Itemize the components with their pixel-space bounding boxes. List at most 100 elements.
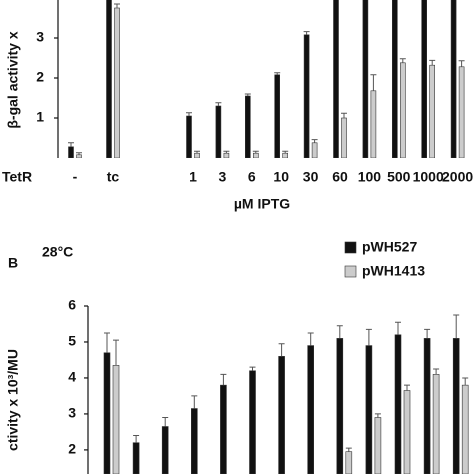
y-tick-label: 2 xyxy=(36,69,44,85)
bar xyxy=(191,408,198,474)
bar xyxy=(452,338,460,474)
error-bar xyxy=(336,325,343,339)
x-tick-label: 30 xyxy=(303,169,319,185)
error-bar xyxy=(462,377,469,386)
plot-area xyxy=(103,314,469,474)
error-bar xyxy=(133,435,140,443)
error-bar xyxy=(424,328,431,339)
legend-label: pWH527 xyxy=(362,239,417,255)
x-tick-label: 3 xyxy=(219,169,227,185)
error-bar xyxy=(303,31,310,35)
bar xyxy=(112,365,120,474)
error-bar xyxy=(399,58,406,63)
error-bar xyxy=(404,384,410,391)
bar xyxy=(103,352,111,474)
error-bar xyxy=(370,74,377,91)
y-tick-label: 1 xyxy=(36,109,44,125)
panel-a: β-gal activity x TetR µM IPTG 1 2 3 - tc 1 3 6 1… xyxy=(2,0,473,212)
bar xyxy=(215,105,222,158)
error-bar xyxy=(104,332,110,353)
panel-b: B 28°C ctivity x 10³/MU 2 3 4 5 6 pWH527 pWH14… xyxy=(5,239,469,474)
error-bar xyxy=(453,314,460,339)
x-tick-label: 2000 xyxy=(442,169,473,185)
bar xyxy=(278,356,285,474)
x-prefix: TetR xyxy=(2,169,32,185)
bar xyxy=(114,7,120,158)
x-tick-label: 500 xyxy=(387,169,411,185)
error-bar xyxy=(194,150,200,154)
error-bar xyxy=(244,93,251,96)
error-bar xyxy=(433,368,440,375)
error-bar xyxy=(76,152,82,155)
error-bar xyxy=(458,60,465,67)
error-bar xyxy=(249,366,256,371)
legend-swatch xyxy=(344,265,357,278)
y-tick-label: 4 xyxy=(68,369,76,385)
error-bar xyxy=(114,3,120,8)
bar xyxy=(421,0,428,158)
bar xyxy=(461,384,469,474)
y-tick-label: 6 xyxy=(68,297,76,313)
x-tick-label: 10 xyxy=(273,169,289,185)
bar xyxy=(223,152,230,158)
bar xyxy=(370,90,377,158)
error-bar xyxy=(395,321,401,335)
bar xyxy=(303,34,310,158)
chart-title: 28°C xyxy=(42,244,73,260)
error-bar xyxy=(113,339,119,366)
bar xyxy=(106,0,112,158)
bar xyxy=(333,0,339,158)
error-bar xyxy=(68,142,74,147)
error-bar xyxy=(162,417,169,427)
bar xyxy=(245,95,251,158)
bar xyxy=(274,74,281,158)
error-bar xyxy=(220,373,227,386)
bar xyxy=(249,370,256,474)
x-tick-label: 1000 xyxy=(413,169,444,185)
bar xyxy=(253,152,259,158)
bar xyxy=(220,384,227,474)
error-bar xyxy=(282,150,289,154)
bar xyxy=(161,426,169,474)
x-tick-label: tc xyxy=(107,169,120,185)
x-tick-label: 100 xyxy=(358,169,382,185)
error-bar xyxy=(252,150,259,154)
panel-letter: B xyxy=(8,255,18,271)
error-bar xyxy=(307,332,314,346)
error-bar xyxy=(223,150,230,154)
bar xyxy=(186,115,192,158)
legend-label: pWH1413 xyxy=(362,263,425,279)
y-tick-label: 3 xyxy=(68,405,76,421)
error-bar xyxy=(345,447,352,452)
x-tick-label: 60 xyxy=(332,169,348,185)
bar xyxy=(365,345,373,474)
bar xyxy=(423,338,431,474)
bar xyxy=(341,117,347,158)
error-bar xyxy=(274,72,281,75)
error-bar xyxy=(374,413,381,418)
error-bar xyxy=(311,139,318,143)
y-axis-label: ctivity x 10³/MU xyxy=(5,349,21,451)
x-tick-label: - xyxy=(73,169,78,185)
bar xyxy=(68,146,74,158)
bar xyxy=(307,345,315,474)
bar xyxy=(403,390,411,474)
error-bar xyxy=(429,59,436,66)
bar xyxy=(399,62,406,158)
bar xyxy=(458,66,465,158)
bar xyxy=(194,152,200,158)
error-bar xyxy=(215,102,222,106)
error-bar xyxy=(186,112,192,116)
x-axis-label: µM IPTG xyxy=(234,196,290,212)
y-tick-label: 5 xyxy=(68,333,76,349)
bar xyxy=(394,334,402,474)
bar xyxy=(362,0,369,158)
bar xyxy=(391,0,398,158)
y-axis-label: β-gal activity x xyxy=(5,31,21,128)
bar xyxy=(336,338,344,474)
bar xyxy=(282,152,289,158)
bar xyxy=(429,64,436,158)
bar xyxy=(345,451,353,474)
plot-area xyxy=(68,0,465,158)
